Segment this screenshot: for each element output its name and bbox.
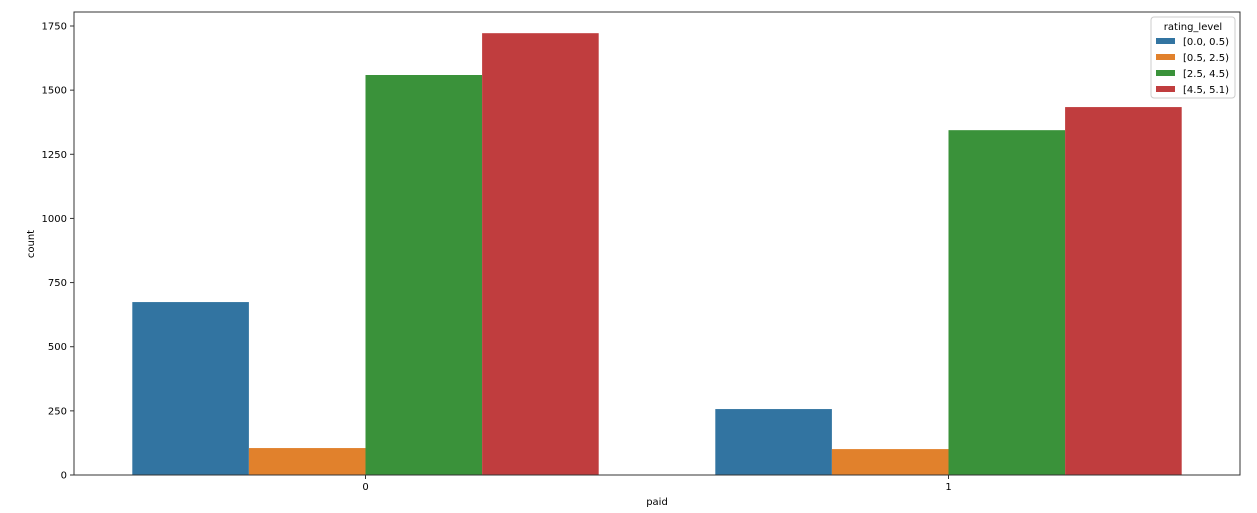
- y-tick-label: 750: [48, 278, 67, 289]
- x-tick-label: 0: [362, 482, 368, 493]
- legend-swatch: [1156, 86, 1175, 92]
- legend-swatch: [1156, 70, 1175, 76]
- x-tick-label: 1: [945, 482, 951, 493]
- y-tick-label: 500: [48, 342, 67, 353]
- bar: [1065, 107, 1182, 475]
- bar: [132, 302, 249, 475]
- bar: [831, 449, 949, 475]
- y-tick-label: 250: [48, 406, 67, 417]
- x-axis-label: paid: [646, 497, 668, 508]
- legend-box: [1150, 16, 1236, 99]
- legend-label: [2.5, 4.5): [1183, 69, 1229, 80]
- bars: [132, 33, 1182, 476]
- legend-label: [4.5, 5.1): [1183, 85, 1229, 96]
- y-tick-label: 0: [61, 471, 67, 482]
- bar: [948, 130, 1066, 475]
- y-tick-label: 1000: [42, 214, 67, 225]
- legend: rating_level [0.0, 0.5) [0.5, 2.5) [2.5, 4…: [1150, 16, 1236, 99]
- y-tick-label: 1250: [42, 150, 67, 161]
- bar: [715, 409, 832, 475]
- y-axis-label: count: [26, 230, 37, 258]
- plot-frame: [73, 11, 1241, 476]
- y-axis: 0 250 500 750 1000 1250 1500 1750: [42, 22, 74, 482]
- legend-swatch: [1156, 38, 1175, 44]
- y-tick-label: 1750: [42, 22, 67, 33]
- bar: [482, 33, 599, 476]
- legend-label: [0.0, 0.5): [1183, 37, 1229, 48]
- legend-label: [0.5, 2.5): [1183, 53, 1229, 64]
- bar: [365, 75, 483, 476]
- bar: [248, 448, 366, 475]
- y-tick-label: 1500: [42, 86, 67, 97]
- legend-title: rating_level: [1164, 22, 1222, 33]
- legend-swatch: [1156, 54, 1175, 60]
